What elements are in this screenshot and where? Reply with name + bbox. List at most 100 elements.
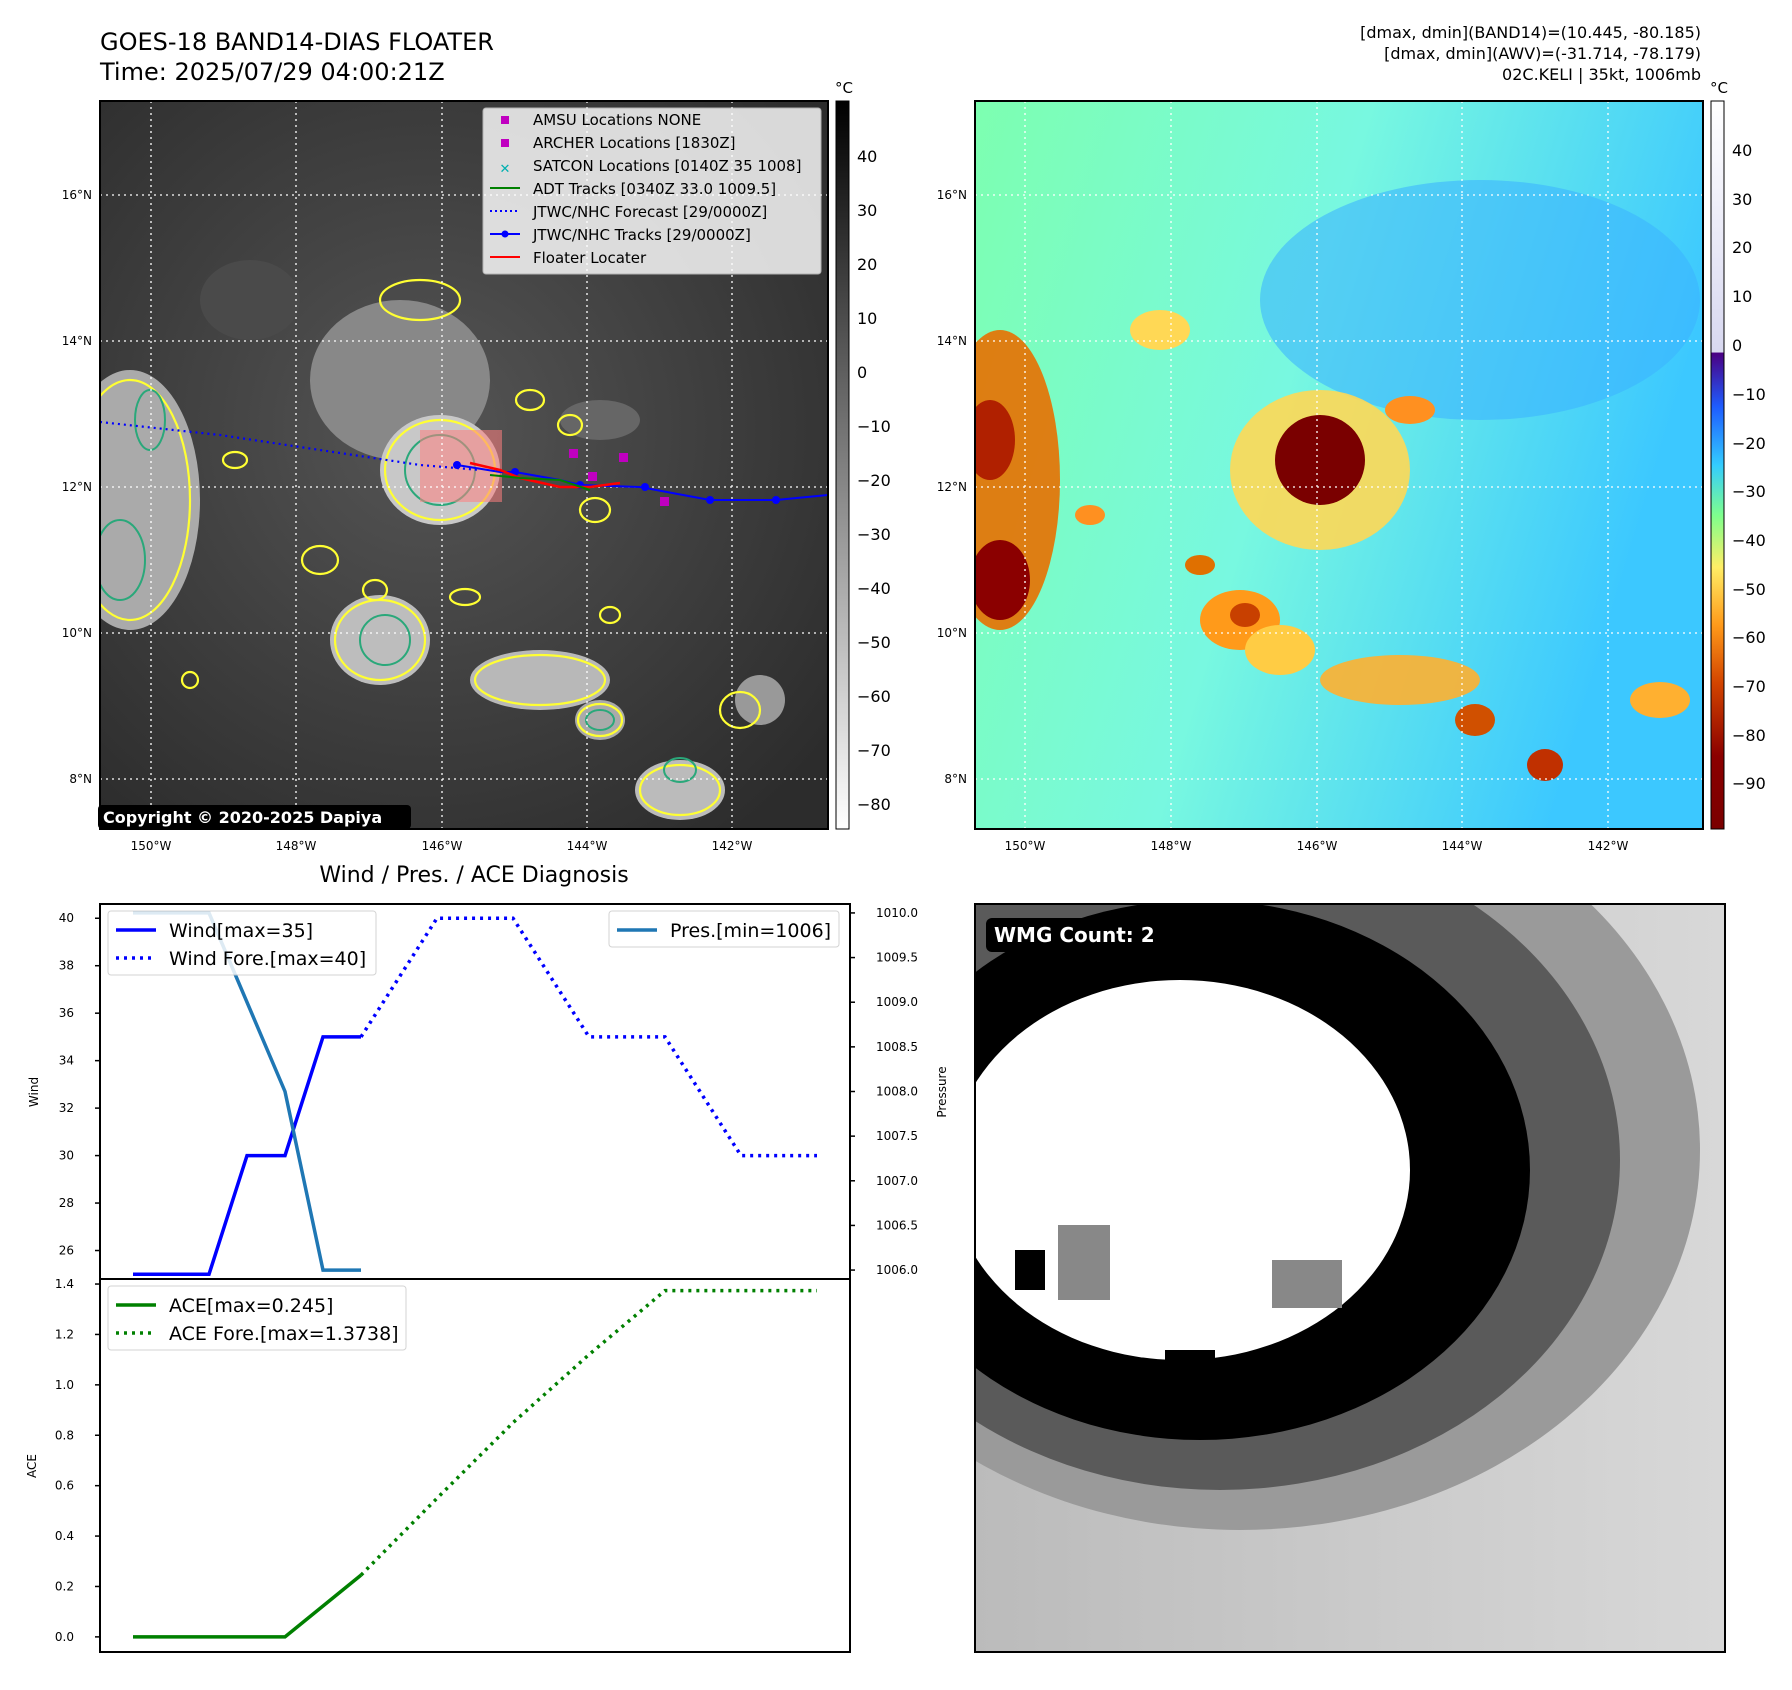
- awv-lat-tick: 10°N: [937, 626, 967, 640]
- awv-lon-tick: 148°W: [1151, 839, 1192, 853]
- awv-colorbar-unit: °C: [1710, 79, 1728, 97]
- ir-cbar-tick: −40: [857, 579, 891, 598]
- ir-cbar-tick: −30: [857, 525, 891, 544]
- pressure-tick-label: 1007.0: [876, 1174, 918, 1188]
- ace-axis-label: ACE: [25, 1454, 39, 1478]
- ir-lat-tick: 10°N: [62, 626, 92, 640]
- info-band14: [dmax, dmin](BAND14)=(10.445, -80.185): [1360, 23, 1701, 42]
- pressure-tick-label: 1010.0: [876, 906, 918, 920]
- awv-gridlines: [975, 101, 1703, 829]
- awv-cbar-tick: −20: [1732, 434, 1766, 453]
- ir-lat-tick: 12°N: [62, 480, 92, 494]
- awv-cbar-tick: −40: [1732, 531, 1766, 550]
- pressure-tick-label: 1008.5: [876, 1040, 918, 1054]
- ir-lon-tick: 148°W: [276, 839, 317, 853]
- ir-lon-tick: 142°W: [712, 839, 753, 853]
- svg-text:✕: ✕: [500, 162, 511, 177]
- awv-lat-tick: 12°N: [937, 480, 967, 494]
- awv-cbar-tick: −10: [1732, 385, 1766, 404]
- ace-tick-label: 0.0: [55, 1630, 74, 1644]
- ir-cbar-tick: 20: [857, 255, 877, 274]
- wind-tick-label: 34: [59, 1054, 74, 1068]
- ace-tick-label: 1.4: [55, 1277, 74, 1291]
- figure-title: GOES-18 BAND14-DIAS FLOATER: [100, 28, 494, 56]
- ir-lon-tick: 146°W: [422, 839, 463, 853]
- awv-lon-tick: 144°W: [1442, 839, 1483, 853]
- ir-cbar-tick: 30: [857, 201, 877, 220]
- ir-lon-tick: 144°W: [567, 839, 608, 853]
- pressure-tick-label: 1008.0: [876, 1085, 918, 1099]
- jtwc-forecast-line: [100, 420, 481, 472]
- wind-pressure-chart: Wind Pressure 40 38 36 34 32 30 28 26 1010.0 100…: [27, 903, 949, 1280]
- series-line-ace: [133, 1573, 363, 1639]
- floater-locater-line: [469, 461, 621, 489]
- ir-cbar-tick: 10: [857, 309, 877, 328]
- copyright-badge: [98, 805, 411, 829]
- ir-cbar-tick: −80: [857, 795, 891, 814]
- awv-lat-tick: 14°N: [937, 334, 967, 348]
- awv-lon-tick: 146°W: [1297, 839, 1338, 853]
- ace-chart: ACE 1.4 1.2 1.0 0.8 0.6 0.4 0.2 0.0 ACE[max=0.2…: [25, 1277, 851, 1653]
- ace-tick-label: 1.2: [55, 1327, 74, 1341]
- wind-tick-label: 38: [59, 959, 74, 973]
- ir-axis-ticks: 16°N 14°N 12°N 10°N 8°N 150°W 148°W 146°…: [62, 188, 753, 853]
- awv-cbar-tick: 30: [1732, 190, 1752, 209]
- ir-cbar-tick: −60: [857, 687, 891, 706]
- wind-tick-label: 36: [59, 1006, 74, 1020]
- wmg-panel: WMG Count: 2: [974, 903, 1726, 1653]
- legend-floater: Floater Locater: [533, 249, 647, 267]
- pressure-tick-label: 1009.0: [876, 995, 918, 1009]
- ir-cbar-tick: −10: [857, 417, 891, 436]
- wmg-rings: [975, 904, 1700, 1530]
- legend-amsu: AMSU Locations NONE: [533, 111, 701, 129]
- ace-tick-label: 0.8: [55, 1428, 74, 1442]
- wind-tick-label: 26: [59, 1244, 74, 1258]
- ir-contours-cold: [100, 389, 697, 783]
- legend-pressure: Pres.[min=1006]: [670, 920, 831, 942]
- awv-lon-tick: 150°W: [1005, 839, 1046, 853]
- awv-cbar-tick: −70: [1732, 677, 1766, 696]
- pressure-tick-label: 1006.5: [876, 1218, 918, 1232]
- ir-colorbar-unit: °C: [835, 79, 853, 97]
- legend-ace: ACE[max=0.245]: [169, 1295, 333, 1317]
- ir-cbar-tick: −20: [857, 471, 891, 490]
- legend-wind: Wind[max=35]: [169, 920, 313, 942]
- ir-lat-tick: 8°N: [69, 772, 92, 786]
- pressure-tick-label: 1006.0: [876, 1263, 918, 1277]
- awv-cbar-tick: 20: [1732, 238, 1752, 257]
- ir-colorbar: °C 40 30 20 10 0 −10 −20 −30 −40 −50 −60…: [835, 79, 891, 830]
- legend-jtwc-tracks: JTWC/NHC Tracks [29/0000Z]: [532, 226, 751, 244]
- ir-legend: ✕ AMSU Locations NONE ARCHER Locations […: [482, 107, 822, 275]
- wind-tick-label: 28: [59, 1196, 74, 1210]
- awv-cbar-tick: 0: [1732, 336, 1742, 355]
- awv-cbar-tick: −60: [1732, 628, 1766, 647]
- wind-tick-label: 40: [59, 911, 74, 925]
- pressure-tick-label: 1009.5: [876, 951, 918, 965]
- archer-markers: [569, 449, 669, 506]
- info-awv: [dmax, dmin](AWV)=(-31.714, -78.179): [1384, 44, 1701, 63]
- awv-cbar-tick: 10: [1732, 287, 1752, 306]
- wind-legend: Wind[max=35] Wind Fore.[max=40]: [107, 910, 377, 976]
- legend-satcon: SATCON Locations [0140Z 35 1008]: [533, 157, 801, 175]
- series-line-wind: [133, 1035, 361, 1277]
- ir-lon-tick: 150°W: [131, 839, 172, 853]
- figure-time: Time: 2025/07/29 04:00:21Z: [99, 58, 445, 86]
- ace-tick-label: 0.6: [55, 1479, 74, 1493]
- awv-lon-tick: 142°W: [1588, 839, 1629, 853]
- adt-track-line: [489, 474, 591, 491]
- legend-wind-forecast: Wind Fore.[max=40]: [169, 948, 366, 970]
- wind-tick-label: 30: [59, 1149, 74, 1163]
- legend-jtwc-forecast: JTWC/NHC Forecast [29/0000Z]: [532, 203, 767, 221]
- ir-contours: [100, 278, 762, 817]
- awv-map: [974, 100, 1704, 830]
- ir-tracks: [100, 420, 828, 506]
- ace-tick-label: 0.2: [55, 1579, 74, 1593]
- info-storm: 02C.KELI | 35kt, 1006mb: [1502, 65, 1701, 84]
- wind-axis-label: Wind: [27, 1077, 41, 1107]
- ir-map: ✕ AMSU Locations NONE ARCHER Locations […: [98, 100, 829, 830]
- awv-colorbar: °C 40 30 20 10 0 −10 −20 −30 −40 −50 −60…: [1710, 79, 1766, 830]
- ace-tick-label: 0.4: [55, 1529, 74, 1543]
- copyright-text: Copyright © 2020-2025 Dapiya: [103, 808, 382, 827]
- legend-archer: ARCHER Locations [1830Z]: [533, 134, 736, 152]
